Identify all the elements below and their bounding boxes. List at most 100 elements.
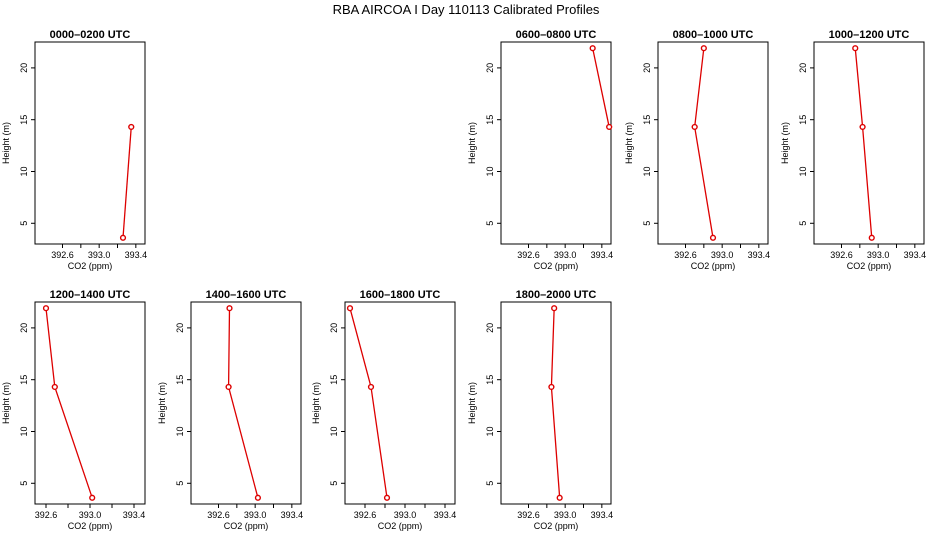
x-tick-label: 392.6 — [51, 250, 74, 260]
y-tick-label: 15 — [485, 115, 495, 125]
y-tick-label: 10 — [19, 166, 29, 176]
x-tick-label: 393.0 — [554, 510, 577, 520]
x-tick-label: 393.0 — [79, 510, 102, 520]
y-tick-label: 20 — [175, 323, 185, 333]
profile-point — [606, 123, 613, 131]
profile-point — [709, 234, 717, 241]
plot-frame — [34, 301, 146, 505]
profile-point — [859, 123, 866, 131]
plot-frame — [34, 41, 146, 245]
panel-title: 0800–1000 UTC — [673, 29, 754, 41]
x-tick-label: 392.6 — [830, 250, 853, 260]
panel-title: 1800–2000 UTC — [516, 289, 597, 301]
x-tick-label: 393.0 — [867, 250, 890, 260]
x-tick-label: 392.6 — [35, 510, 58, 520]
y-tick-label: 15 — [329, 375, 339, 385]
profile-point — [551, 305, 558, 312]
y-axis-label: Height (m) — [1, 122, 11, 164]
y-tick-label: 15 — [19, 375, 29, 385]
x-axis-label: CO2 (ppm) — [68, 521, 113, 531]
y-tick-label: 5 — [329, 481, 339, 486]
y-tick-label: 20 — [485, 323, 495, 333]
plot-frame — [344, 301, 456, 505]
profile-line — [227, 308, 259, 498]
x-axis-label: CO2 (ppm) — [224, 521, 269, 531]
profile-point — [226, 305, 233, 312]
y-tick-label: 20 — [642, 63, 652, 73]
y-tick-label: 15 — [798, 115, 808, 125]
profile-point — [548, 383, 555, 391]
x-tick-label: 393.4 — [748, 250, 771, 260]
y-axis-label: Height (m) — [780, 122, 790, 164]
y-axis-label: Height (m) — [1, 382, 11, 424]
profile-point — [346, 305, 354, 312]
profile-line — [45, 308, 93, 498]
profile-line — [122, 126, 132, 238]
profile-point — [556, 494, 563, 501]
x-tick-label: 393.0 — [554, 250, 577, 260]
y-tick-label: 5 — [642, 221, 652, 226]
y-tick-label: 20 — [19, 323, 29, 333]
profile-point — [367, 383, 375, 391]
x-tick-label: 393.4 — [904, 250, 927, 260]
y-tick-label: 5 — [485, 221, 495, 226]
plot-frame — [500, 41, 612, 245]
profile-panel: 0000–0200 UTC 392.6 393.0 393.4 5 10 15 20 CO2 (… — [1, 29, 147, 271]
x-tick-label: 392.6 — [354, 510, 377, 520]
panel-title: 1600–1800 UTC — [360, 289, 441, 301]
x-tick-label: 393.4 — [591, 510, 614, 520]
y-tick-label: 5 — [19, 481, 29, 486]
x-axis-label: CO2 (ppm) — [534, 521, 579, 531]
panel-title: 1200–1400 UTC — [50, 289, 131, 301]
profile-point — [868, 234, 875, 241]
profile-panel: 0800–1000 UTC 392.6 393.0 393.4 5 10 15 20 CO2 (… — [624, 29, 770, 271]
profile-point — [42, 305, 50, 312]
y-tick-label: 5 — [175, 481, 185, 486]
x-tick-label: 393.4 — [281, 510, 304, 520]
x-tick-label: 393.0 — [88, 250, 111, 260]
y-tick-label: 20 — [19, 63, 29, 73]
y-tick-label: 15 — [642, 115, 652, 125]
y-tick-label: 15 — [19, 115, 29, 125]
x-axis-label: CO2 (ppm) — [691, 261, 736, 271]
panel-title: 1000–1200 UTC — [829, 29, 910, 41]
x-tick-label: 393.0 — [394, 510, 417, 520]
x-axis-label: CO2 (ppm) — [534, 261, 579, 271]
y-tick-label: 10 — [175, 426, 185, 436]
y-axis-label: Height (m) — [467, 122, 477, 164]
profile-point — [128, 123, 135, 131]
y-axis-label: Height (m) — [157, 382, 167, 424]
y-tick-label: 10 — [485, 166, 495, 176]
profile-line — [694, 48, 714, 238]
y-tick-label: 20 — [329, 323, 339, 333]
x-tick-label: 393.4 — [125, 250, 148, 260]
x-axis-label: CO2 (ppm) — [847, 261, 892, 271]
y-tick-label: 15 — [485, 375, 495, 385]
profile-point — [691, 123, 698, 131]
profile-panel: 0600–0800 UTC 392.6 393.0 393.4 5 10 15 20 CO2 (… — [467, 29, 613, 271]
y-tick-label: 5 — [798, 221, 808, 226]
x-axis-label: CO2 (ppm) — [68, 261, 113, 271]
y-tick-label: 5 — [19, 221, 29, 226]
y-axis-label: Height (m) — [311, 382, 321, 424]
profile-panel: 1600–1800 UTC 392.6 393.0 393.4 5 10 15 20 CO2 (… — [311, 289, 456, 531]
panel-title: 1400–1600 UTC — [206, 289, 287, 301]
panel-title: 0600–0800 UTC — [516, 29, 597, 41]
plot-frame — [190, 301, 302, 505]
profile-point — [225, 383, 232, 391]
profile-line — [854, 48, 873, 238]
y-tick-label: 10 — [798, 166, 808, 176]
x-tick-label: 392.6 — [517, 510, 540, 520]
x-tick-label: 393.0 — [244, 510, 267, 520]
y-tick-label: 15 — [175, 375, 185, 385]
plot-frame — [657, 41, 769, 245]
profile-panel: 1000–1200 UTC 392.6 393.0 393.4 5 10 15 20 CO2 (… — [780, 29, 926, 271]
y-tick-label: 10 — [19, 426, 29, 436]
y-tick-label: 20 — [798, 63, 808, 73]
profile-panel: 1400–1600 UTC 392.6 393.0 393.4 5 10 15 20 CO2 (… — [157, 289, 303, 531]
x-tick-label: 392.6 — [674, 250, 697, 260]
profile-line — [550, 308, 561, 498]
profile-point — [589, 45, 596, 52]
x-tick-label: 393.4 — [123, 510, 146, 520]
